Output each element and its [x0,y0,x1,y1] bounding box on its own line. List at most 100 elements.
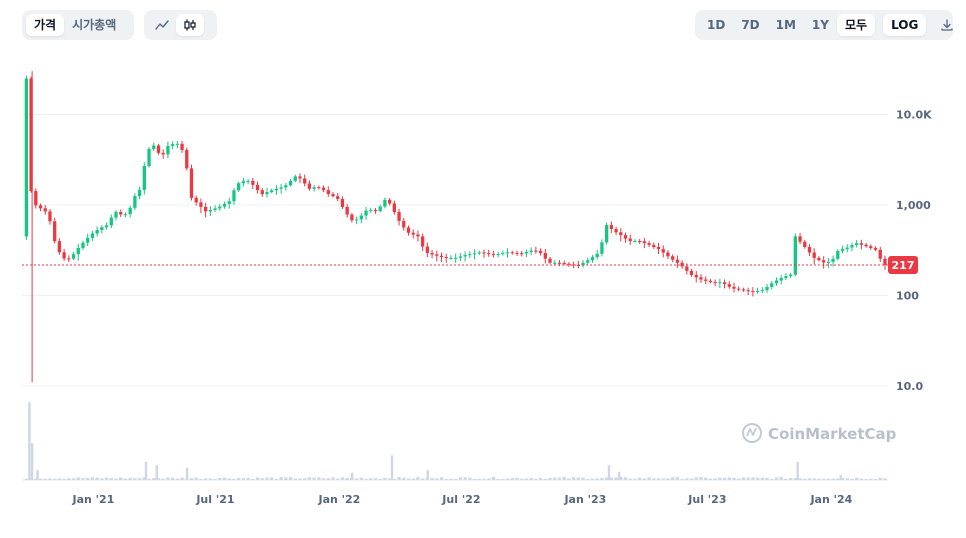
volume-bar [647,477,651,480]
tab-price[interactable]: 가격 [26,14,65,36]
volume-bar [454,478,458,480]
volume-bar [62,478,66,480]
volume-bar [586,478,590,480]
candle-body [185,149,189,169]
volume-bar [71,478,76,480]
volume-bar [144,461,148,480]
candle-body [699,277,703,280]
candle-body [538,250,543,254]
volume-bar [883,478,887,480]
candle-body [420,236,425,247]
volume-bar [38,478,43,480]
volume-bar [760,477,764,480]
candle-body [477,252,481,254]
candle-body [770,283,774,287]
volume-bar [718,477,722,480]
download-button[interactable] [934,14,960,36]
candle-body [48,211,52,222]
volume-bar [100,478,104,480]
tab-market-cap[interactable]: 시가총액 [72,18,117,32]
line-chart-button[interactable] [148,14,176,36]
volume-bar [524,478,529,480]
candle-body [57,241,62,253]
volume-bar [156,478,161,480]
volume-bar [798,478,802,480]
candle-body [864,244,868,247]
candle-body [161,152,165,155]
range-all-button[interactable]: 모두 [836,14,876,36]
volume-bar [581,477,585,480]
candle-body [836,250,840,259]
candle-body [553,262,557,264]
x-tick-label: Jul '23 [687,493,726,506]
volume-bar [232,478,236,480]
range-1m-button[interactable]: 1M [775,18,796,32]
volume-bar [571,477,576,480]
candle-body [666,252,670,257]
candle-body [803,241,807,248]
range-1d-button[interactable]: 1D [707,18,726,32]
candle-body [671,256,675,260]
candle-body [24,78,29,237]
candle-body [831,258,835,262]
volume-bar [351,472,354,480]
volume-bar [34,478,38,480]
candle-body [727,284,731,287]
log-scale-button[interactable]: LOG [883,14,927,36]
candle-body [713,282,717,284]
volume-bar [30,443,34,480]
candlestick-button[interactable] [176,14,204,36]
volume-bar [76,477,80,480]
candle-body [628,238,632,242]
candle-body [449,257,453,259]
x-tick-label: Jan '21 [72,493,115,506]
candle-body [354,219,359,221]
candle-body [798,236,802,242]
candle-body [62,252,66,259]
candle-body [807,247,812,253]
candle-body [364,210,368,216]
volume-bar [241,478,246,480]
candle-body [812,252,816,258]
candle-body [416,234,420,237]
volume-bar [770,478,774,480]
candle-body [336,196,340,199]
candle-body [840,249,845,251]
volume-bar [166,477,170,480]
volume-bar [671,477,675,480]
volume-bar [222,477,227,480]
volume-bar [293,478,297,480]
volume-bar [194,477,198,480]
candle-body [270,190,274,193]
volume-bar [741,477,746,480]
volume-bar [839,475,843,480]
volume-bar [864,478,868,480]
current-price-label: 217 [892,259,915,272]
volume-bar [95,477,99,480]
candle-body [43,208,47,212]
candles [24,71,887,383]
candle-body [397,211,401,221]
candle-body [708,280,713,283]
volume-bar [737,478,741,480]
candle-body [232,190,236,202]
volume-bar [619,477,623,480]
range-1y-button[interactable]: 1Y [811,18,829,32]
candle-body [581,262,585,266]
candle-body [34,191,38,206]
volume-bar [548,477,552,480]
volume-bar [538,478,543,480]
candle-body [788,274,793,277]
volume-bar [246,477,250,480]
volume-bar [123,478,128,480]
volume-bar [255,477,260,480]
volume-bar [260,478,264,480]
range-7d-button[interactable]: 7D [741,18,760,32]
volume-bar [623,477,628,480]
volume-bar [340,477,345,480]
volume-bar [114,478,118,480]
candle-body [284,185,288,188]
candle-body [501,253,505,255]
volume-bar [155,465,158,480]
